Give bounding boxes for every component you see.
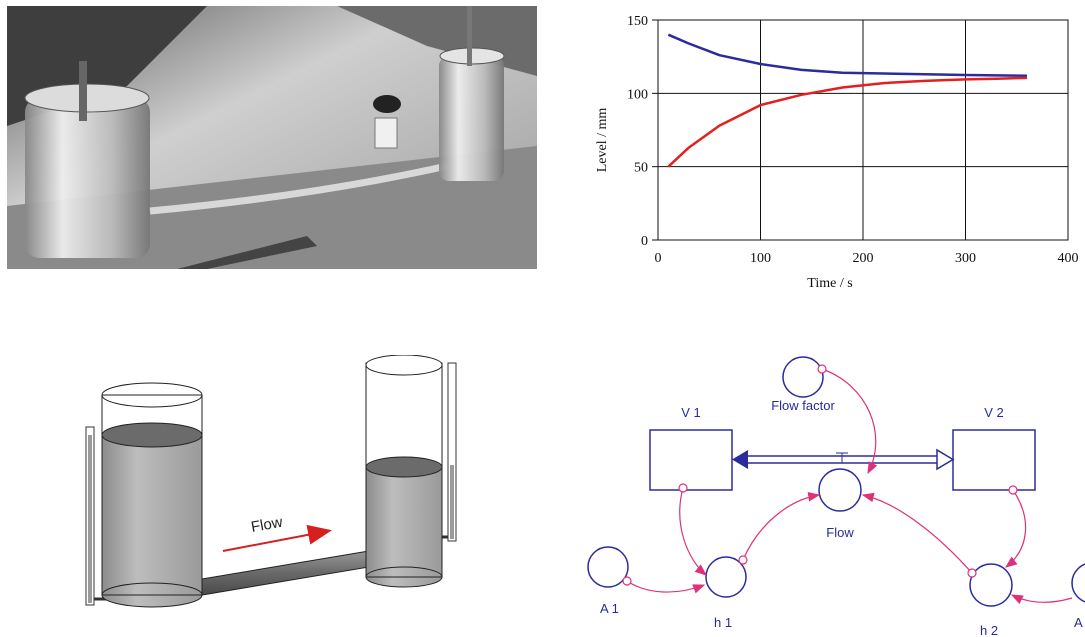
h1-label: h 1: [714, 615, 732, 630]
connector-a2-h2: [1010, 594, 1073, 605]
y-axis-label: Level / mm: [595, 108, 610, 173]
left-tank: [101, 382, 203, 608]
flow-factor-label: Flow factor: [771, 398, 835, 413]
connector-a1-h1: [626, 580, 706, 594]
chart-series: [667, 33, 1028, 168]
y-tick-label: 50: [634, 161, 648, 176]
right-tank: [365, 355, 443, 588]
stock-flow-model: V 1 V 2 Flow factor Flow h 1 A 1 h 2 A: [578, 355, 1085, 637]
flow-label: Flow: [826, 525, 854, 540]
x-tick-label: 400: [1058, 251, 1079, 266]
stock-v2-label: V 2: [984, 405, 1004, 420]
stock-v1-label: V 1: [681, 405, 701, 420]
y-tick-label: 0: [641, 234, 648, 249]
flow-label: Flow: [250, 514, 284, 536]
a1-label: A 1: [600, 601, 619, 616]
series-line-1: [667, 33, 1028, 77]
connectors: [622, 364, 1073, 605]
h1-node[interactable]: [705, 556, 747, 598]
x-axis-label: Time / s: [807, 276, 852, 291]
stock-v2[interactable]: [952, 429, 1036, 491]
x-tick-label: 300: [955, 251, 976, 266]
flow-factor-node[interactable]: [782, 356, 824, 398]
tank-diagram-svg: Flow: [85, 355, 457, 608]
stock-flow-model-svg: V 1 V 2 Flow factor Flow h 1 A 1 h 2 A: [587, 356, 1085, 637]
connector-flowfactor-flow: [821, 368, 878, 475]
h2-label: h 2: [980, 623, 998, 637]
chart-grid: [652, 19, 1069, 241]
x-tick-label: 100: [750, 251, 771, 266]
x-tick-label: 0: [655, 251, 662, 266]
lab-photo-image: [7, 6, 537, 269]
lab-photo: [7, 6, 537, 269]
series-line-2: [667, 76, 1028, 168]
a1-node[interactable]: [587, 546, 629, 588]
connector-v1-h1: [679, 487, 707, 576]
connecting-pipe: [201, 549, 376, 596]
level-chart: 0 100 200 300 400 0 50 100 150 Time / s Level / …: [570, 0, 1085, 300]
flow-node[interactable]: [818, 468, 862, 512]
connector-h2-flow: [861, 492, 973, 574]
level-chart-svg: 0 100 200 300 400 0 50 100 150 Time / s Level / …: [595, 14, 1079, 291]
y-tick-label: 150: [627, 14, 648, 29]
a2-node[interactable]: [1071, 563, 1085, 603]
stock-v1[interactable]: [649, 429, 733, 491]
connector-h1-flow: [742, 491, 821, 561]
tank-diagram: Flow: [70, 355, 480, 625]
h2-node[interactable]: [969, 563, 1013, 607]
chart-ticks: 0 100 200 300 400 0 50 100 150: [627, 14, 1079, 266]
right-gauge-tube: [447, 362, 457, 542]
y-tick-label: 100: [627, 87, 648, 102]
flow-arrow: [222, 524, 332, 552]
flow-pipe: [732, 448, 955, 471]
x-tick-label: 200: [853, 251, 874, 266]
connector-v2-h2: [1005, 489, 1027, 568]
a2-label: A: [1074, 615, 1083, 630]
